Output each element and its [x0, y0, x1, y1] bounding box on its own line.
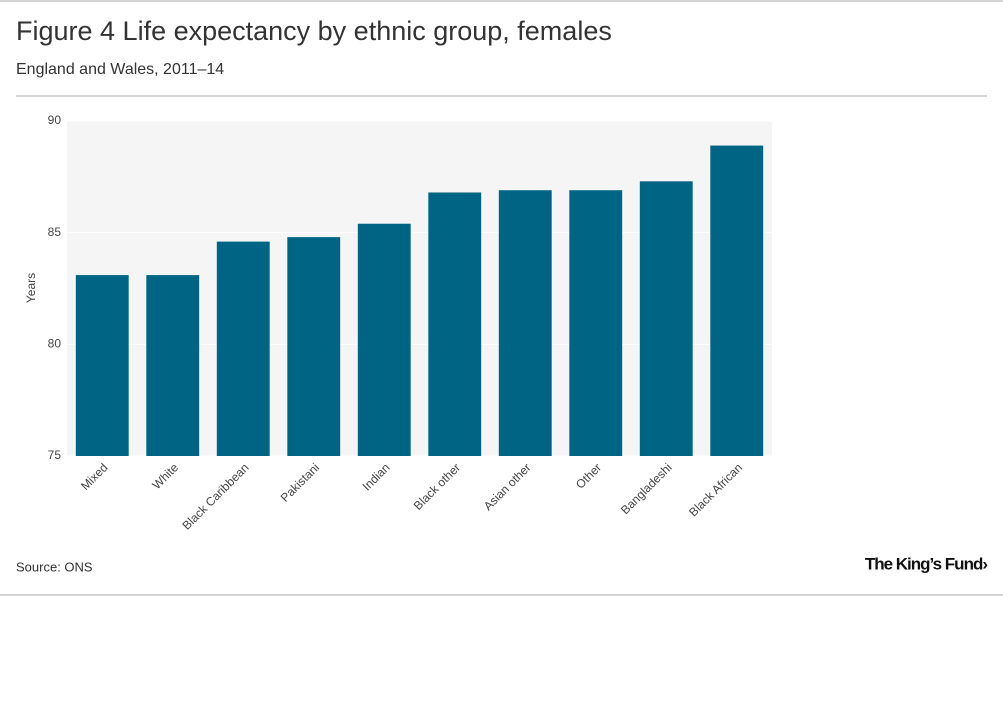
y-tick-label: 80	[48, 337, 62, 351]
bar	[428, 192, 482, 456]
x-tick-label: Black African	[686, 460, 745, 519]
x-tick-label: Black other	[411, 460, 463, 512]
chart-title: Figure 4 Life expectancy by ethnic group…	[16, 16, 612, 46]
bar	[498, 190, 552, 456]
bar	[710, 145, 764, 457]
logo: The King’s Fund›	[865, 554, 988, 573]
y-tick-label: 75	[48, 448, 62, 462]
bar	[639, 181, 693, 457]
bar	[146, 275, 200, 456]
x-tick-label: White	[150, 460, 182, 492]
bar	[287, 237, 341, 456]
x-tick-label: Indian	[360, 460, 393, 493]
x-tick-label: Bangladeshi	[618, 460, 675, 517]
x-tick-label: Other	[573, 460, 604, 491]
y-axis-label: Years	[24, 273, 38, 303]
x-tick-label: Asian other	[481, 460, 534, 513]
bar	[357, 223, 411, 456]
y-tick-label: 90	[48, 113, 62, 127]
bar	[75, 275, 129, 456]
x-tick-label: Black Caribbean	[179, 460, 251, 532]
x-tick-label: Pakistani	[278, 460, 322, 504]
bar	[569, 190, 623, 456]
x-tick-label: Mixed	[78, 460, 111, 493]
source: Source: ONS	[16, 559, 93, 574]
bar	[216, 241, 270, 456]
y-tick-label: 85	[48, 225, 62, 239]
chart-subtitle: England and Wales, 2011–14	[16, 61, 224, 78]
